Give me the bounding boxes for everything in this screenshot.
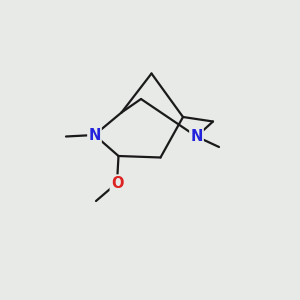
Text: N: N xyxy=(190,129,203,144)
Text: O: O xyxy=(111,176,123,190)
Text: N: N xyxy=(88,128,101,142)
